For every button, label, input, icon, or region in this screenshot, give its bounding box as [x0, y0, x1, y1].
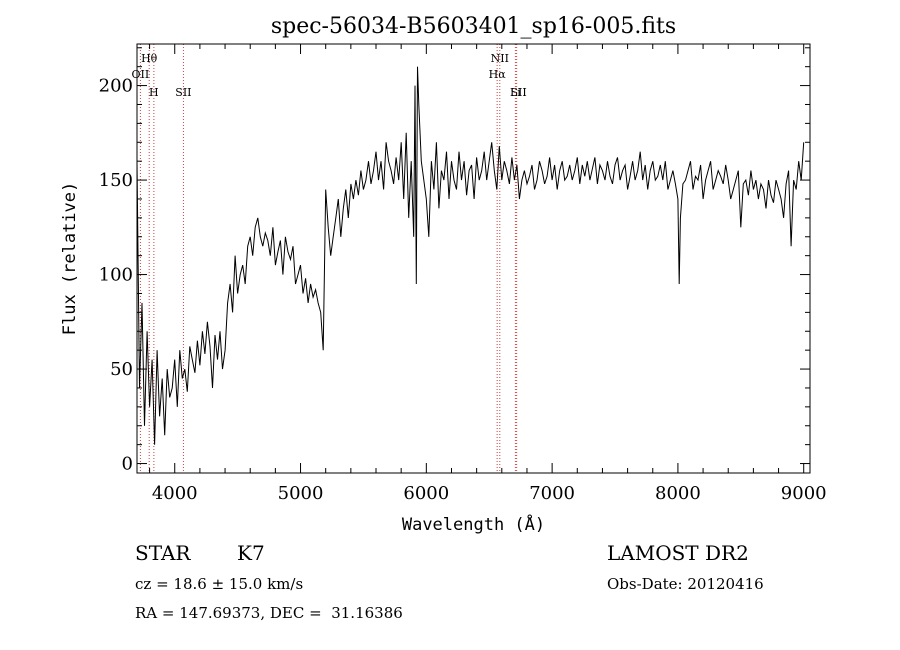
line-marker-label-0: Hθ: [141, 52, 158, 65]
x-tick-label-8000: 8000: [655, 483, 701, 504]
line-marker-label-3: SII: [175, 86, 191, 99]
x-tick-label-9000: 9000: [781, 483, 827, 504]
subclass: K7: [237, 541, 265, 565]
x-tick-label-4000: 4000: [152, 483, 198, 504]
spectrum-chart: spec-56034-B5603401_sp16-005.fits Hθ OII H S…: [60, 14, 827, 535]
redshift-text: cz = 18.6 ± 15.0 km/s: [135, 575, 304, 593]
line-marker-label-1: OII: [132, 68, 150, 81]
line-marker-label-5: Hα: [489, 68, 507, 81]
y-tick-label-50: 50: [110, 359, 133, 380]
x-axis-label: Wavelength (Å): [402, 513, 545, 535]
y-tick-label-150: 150: [99, 170, 133, 191]
plot-frame: [136, 43, 811, 474]
x-tick-label-6000: 6000: [403, 483, 449, 504]
survey-name: LAMOST DR2: [607, 541, 749, 565]
x-tick-label-5000: 5000: [278, 483, 324, 504]
x-tick-label-7000: 7000: [529, 483, 575, 504]
obs-date-text: Obs-Date: 20120416: [607, 575, 764, 593]
line-marker-label-2: H: [149, 86, 159, 99]
object-class: STAR: [135, 541, 191, 565]
chart-title: spec-56034-B5603401_sp16-005.fits: [271, 14, 676, 39]
y-axis-label: Flux (relative): [60, 182, 80, 336]
y-tick-label-0: 0: [122, 454, 133, 475]
line-marker-label-7: Li: [510, 86, 521, 99]
line-marker-label-6: SII: [511, 86, 527, 99]
coordinates-text: RA = 147.69373, DEC = 31.16386: [135, 604, 403, 622]
y-tick-label-200: 200: [99, 76, 133, 97]
spectrum-line: [137, 66, 805, 445]
y-tick-label-100: 100: [99, 265, 133, 286]
line-marker-label-4: NII: [491, 52, 509, 65]
